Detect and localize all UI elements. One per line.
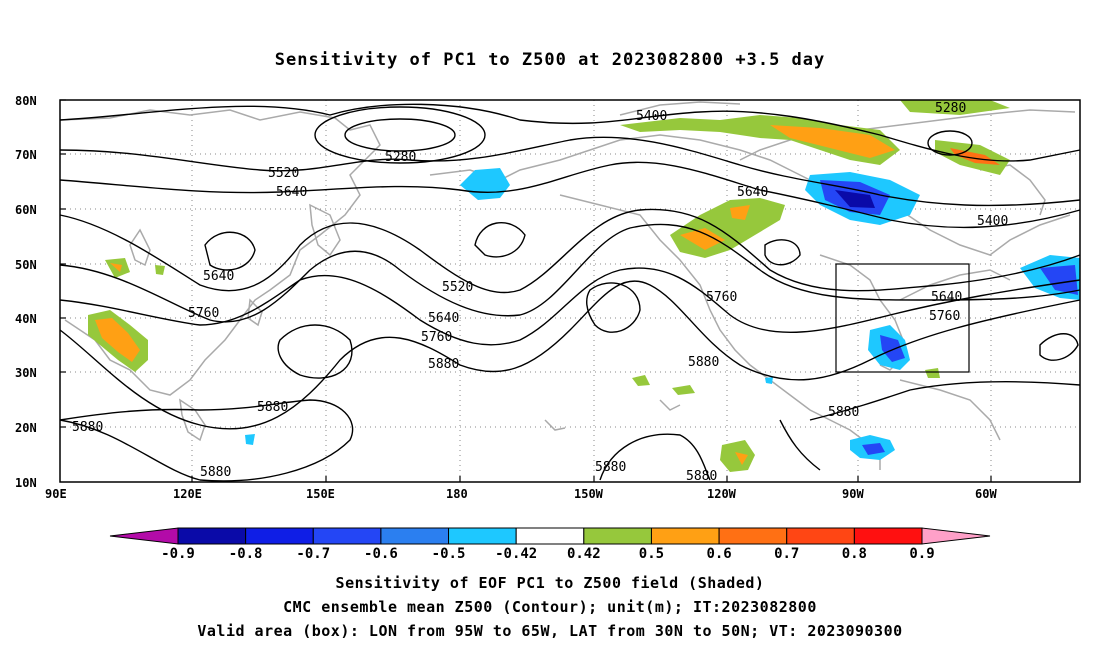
footer-shaded-description: Sensitivity of EOF PC1 to Z500 field (Sh… <box>335 574 765 592</box>
colorbar-tick-label: -0.42 <box>495 546 537 562</box>
colorbar-tick-label: 0.5 <box>639 546 664 562</box>
contour-label: 5400 <box>977 214 1008 229</box>
contour-label: 5880 <box>72 420 103 435</box>
contour-label: 5880 <box>686 469 717 484</box>
shade-negative-bering <box>460 168 510 200</box>
lon-label-120w: 120W <box>707 487 737 501</box>
colorbar-tick-label: 0.42 <box>567 546 601 562</box>
shade-positive-north <box>620 115 900 165</box>
contour-label: 5760 <box>188 306 219 321</box>
colorbar-tick-label: 0.8 <box>842 546 867 562</box>
lat-label-10n: 10N <box>15 476 37 490</box>
colorbar-cell <box>245 527 314 545</box>
contour-label: 5880 <box>688 355 719 370</box>
contour-label: 5400 <box>636 109 667 124</box>
lon-label-60w: 60W <box>975 487 997 501</box>
contour-label: 5880 <box>257 400 288 415</box>
longitude-labels: 90E 120E 150E 180 150W 120W 90W 60W <box>45 487 997 501</box>
contour-label: 5640 <box>276 185 307 200</box>
map-panel: 5400 5280 5280 5520 5640 5640 5400 5640 … <box>15 94 1081 501</box>
contour-label: 5880 <box>595 460 626 475</box>
colorbar-cell <box>583 527 652 545</box>
lon-label-120e: 120E <box>173 487 202 501</box>
colorbar-right-arrow <box>921 527 991 545</box>
contour-label: 5760 <box>706 290 737 305</box>
contour-label: 5880 <box>428 357 459 372</box>
contour-label: 5640 <box>428 311 459 326</box>
colorbar-tick-label: -0.8 <box>229 546 263 562</box>
contour-label: 5520 <box>442 280 473 295</box>
contour-label: 5280 <box>385 150 416 165</box>
colorbar-cell <box>380 527 450 545</box>
colorbar-tick-label: -0.6 <box>364 546 398 562</box>
colorbar: -0.9 -0.8 -0.7 -0.6 -0.5 -0.42 0.42 0.5 0.6 0.7 0.… <box>109 527 991 562</box>
lat-label-40n: 40N <box>15 312 37 326</box>
colorbar-tick-label: -0.9 <box>161 546 195 562</box>
colorbar-cell <box>650 527 720 545</box>
z500-contours <box>59 103 1081 482</box>
lat-label-80n: 80N <box>15 94 37 108</box>
coastlines <box>59 101 1076 470</box>
lat-label-50n: 50N <box>15 258 37 272</box>
colorbar-left-arrow <box>109 527 179 545</box>
colorbar-tick-label: 0.9 <box>909 546 934 562</box>
colorbar-tick-label: -0.7 <box>296 546 330 562</box>
colorbar-tick-label: -0.5 <box>432 546 466 562</box>
contour-label: 5760 <box>929 309 960 324</box>
plot-title: Sensitivity of PC1 to Z500 at 2023082800… <box>274 50 826 70</box>
contour-labels: 5400 5280 5280 5520 5640 5640 5400 5640 … <box>72 101 1008 484</box>
lat-label-30n: 30N <box>15 366 37 380</box>
lon-label-150e: 150E <box>306 487 335 501</box>
lat-label-20n: 20N <box>15 421 37 435</box>
contour-label: 5640 <box>931 290 962 305</box>
colorbar-cell <box>448 527 517 545</box>
colorbar-cell <box>853 527 923 545</box>
contour-label: 5640 <box>203 269 234 284</box>
lon-label-180: 180 <box>446 487 468 501</box>
colorbar-cell <box>515 527 585 545</box>
contour-label: 5880 <box>828 405 859 420</box>
lon-label-150w: 150W <box>574 487 604 501</box>
lat-label-60n: 60N <box>15 203 37 217</box>
contour-label: 5520 <box>268 166 299 181</box>
contour-label: 5880 <box>200 465 231 480</box>
latitude-labels: 80N 70N 60N 50N 40N 30N 20N 10N <box>15 94 37 490</box>
valid-area-box <box>835 263 970 373</box>
contour-label: 5280 <box>935 101 966 116</box>
lat-label-70n: 70N <box>15 148 37 162</box>
colorbar-cell <box>312 527 382 545</box>
contour-label: 5640 <box>737 185 768 200</box>
lon-label-90w: 90W <box>842 487 864 501</box>
map-frame <box>59 99 1081 483</box>
footer-contour-description: CMC ensemble mean Z500 (Contour); unit(m… <box>283 598 817 616</box>
colorbar-tick-label: 0.6 <box>706 546 731 562</box>
colorbar-cell <box>786 527 855 545</box>
colorbar-tick-label: 0.7 <box>774 546 799 562</box>
colorbar-cell <box>177 527 247 545</box>
contour-label: 5760 <box>421 330 452 345</box>
lon-label-90e: 90E <box>45 487 67 501</box>
footer-valid-area: Valid area (box): LON from 95W to 65W, L… <box>197 622 903 640</box>
colorbar-cell <box>718 527 788 545</box>
